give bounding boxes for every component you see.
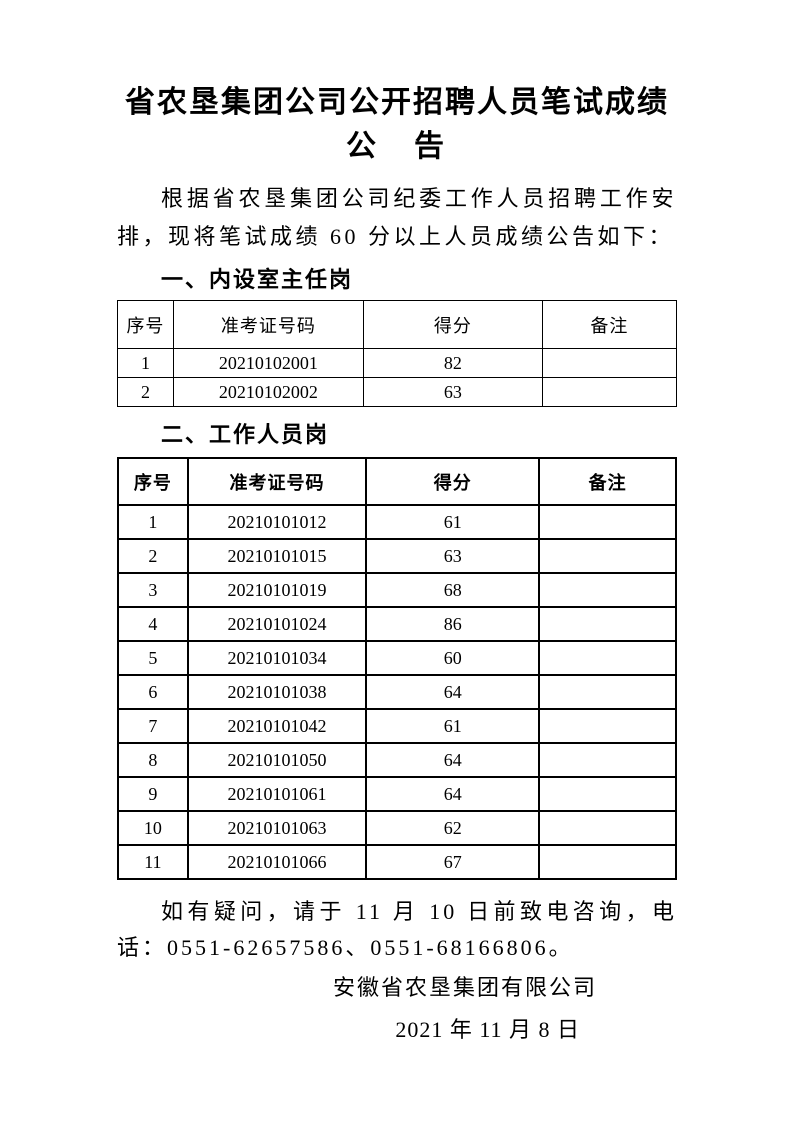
section-heading-director-post: 一、内设室主任岗: [161, 267, 354, 292]
table-row: 6 20210101038 64: [117, 674, 677, 710]
table-cell: 64: [365, 742, 541, 778]
table-cell: 82: [362, 348, 543, 378]
table-cell: [538, 810, 677, 846]
table-cell: [538, 844, 677, 880]
column-header: 序号: [117, 457, 189, 506]
table-cell: 20210101042: [186, 708, 368, 744]
table-cell: 20210101066: [186, 844, 368, 880]
table-cell: 20210101063: [186, 810, 368, 846]
table-row: 7 20210101042 61: [117, 708, 677, 744]
table-cell: 20210101038: [186, 674, 368, 710]
table-cell: 62: [365, 810, 541, 846]
table-row: 1 20210102001 82: [117, 348, 678, 378]
table-cell: 6: [117, 674, 189, 710]
table-cell: 20210102002: [172, 377, 364, 407]
table-cell: 3: [117, 572, 189, 608]
table-cell: 8: [117, 742, 189, 778]
table-cell: 20210101012: [186, 504, 368, 540]
table-cell: 7: [117, 708, 189, 744]
table-row: 10 20210101063 62: [117, 810, 677, 846]
table-cell: 5: [117, 640, 189, 676]
table-row: 2 20210101015 63: [117, 538, 677, 574]
issuer-signature: 安徽省农垦集团有限公司: [332, 975, 597, 1000]
table-cell: [538, 742, 677, 778]
table-row: 4 20210101024 86: [117, 606, 677, 642]
table-cell: [541, 348, 678, 378]
table-cell: 20210101034: [186, 640, 368, 676]
column-header: 得分: [365, 457, 541, 506]
director-post-score-table: 序号 准考证号码 得分 备注 1 20210102001 82 2 20210102002 63: [117, 300, 678, 407]
table-cell: 20210101015: [186, 538, 368, 574]
column-header: 得分: [362, 300, 543, 349]
table-cell: [541, 377, 678, 407]
table-cell: 20210101050: [186, 742, 368, 778]
document-subtitle: 公 告: [346, 130, 448, 163]
table-cell: 64: [365, 776, 541, 812]
header-row: 序号 准考证号码 得分 备注: [117, 457, 677, 506]
table-cell: [538, 708, 677, 744]
column-header: 备注: [541, 300, 678, 349]
table-cell: 63: [365, 538, 541, 574]
table-row: 9 20210101061 64: [117, 776, 677, 812]
column-header: 序号: [117, 300, 174, 349]
staff-post-score-table: 序号 准考证号码 得分 备注 1 20210101012 61 2 20210101015 63 3…: [117, 457, 677, 880]
section-heading-staff-post: 二、工作人员岗: [161, 422, 330, 447]
table-row: 2 20210102002 63: [117, 377, 678, 407]
column-header: 备注: [538, 457, 677, 506]
table-cell: 61: [365, 708, 541, 744]
contact-paragraph: 如有疑问，请于 11 月 10 日前致电咨询，电话：0551-62657586、…: [117, 899, 677, 960]
table-cell: [538, 776, 677, 812]
table-cell: [538, 538, 677, 574]
table-row: 5 20210101034 60: [117, 640, 677, 676]
table-row: 3 20210101019 68: [117, 572, 677, 608]
column-header: 准考证号码: [172, 300, 364, 349]
table-cell: 4: [117, 606, 189, 642]
table-row: 11 20210101066 67: [117, 844, 677, 880]
page-content: 省农垦集团公司公开招聘人员笔试成绩 公 告 根据省农垦集团公司纪委工作人员招聘工…: [117, 86, 678, 1042]
table-cell: 68: [365, 572, 541, 608]
table-cell: 86: [365, 606, 541, 642]
table-cell: 1: [117, 504, 189, 540]
document-title: 省农垦集团公司公开招聘人员笔试成绩: [125, 86, 669, 119]
header-row: 序号 准考证号码 得分 备注: [117, 300, 678, 349]
table-cell: 61: [365, 504, 541, 540]
table-cell: 20210101024: [186, 606, 368, 642]
table-cell: 20210102001: [172, 348, 364, 378]
table-row: 1 20210101012 61: [117, 504, 677, 540]
issue-date: 2021 年 11 月 8 日: [395, 1017, 580, 1042]
table-cell: 20210101019: [186, 572, 368, 608]
table-cell: 20210101061: [186, 776, 368, 812]
table-cell: 1: [117, 348, 174, 378]
table-cell: 60: [365, 640, 541, 676]
table-cell: [538, 572, 677, 608]
table-cell: 9: [117, 776, 189, 812]
column-header: 准考证号码: [186, 457, 368, 506]
table-cell: 67: [365, 844, 541, 880]
table-cell: 11: [117, 844, 189, 880]
table-cell: [538, 504, 677, 540]
table-cell: 10: [117, 810, 189, 846]
table-cell: 64: [365, 674, 541, 710]
table-cell: [538, 606, 677, 642]
table-cell: 63: [362, 377, 543, 407]
intro-paragraph: 根据省农垦集团公司纪委工作人员招聘工作安排，现将笔试成绩 60 分以上人员成绩公…: [117, 186, 677, 249]
table-row: 8 20210101050 64: [117, 742, 677, 778]
table-cell: 2: [117, 377, 174, 407]
table-cell: 2: [117, 538, 189, 574]
table-cell: [538, 674, 677, 710]
table-cell: [538, 640, 677, 676]
